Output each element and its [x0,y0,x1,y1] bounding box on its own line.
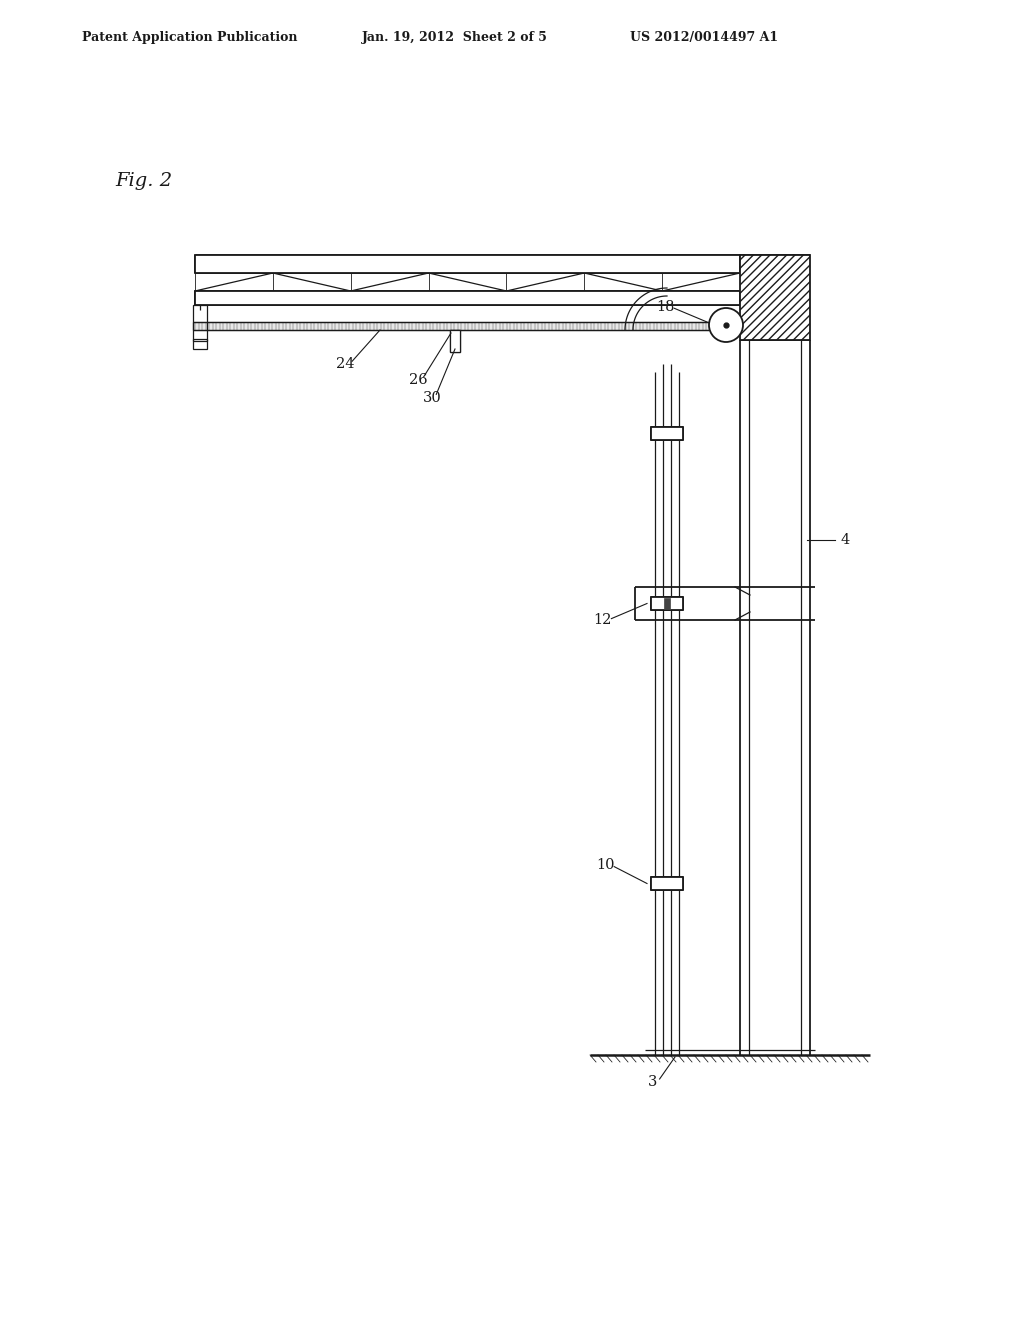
Bar [195,255,740,273]
Bar [651,426,683,440]
Bar [193,322,709,330]
Text: 10: 10 [596,858,614,873]
Bar [193,305,207,341]
Bar [740,255,810,341]
Text: 24: 24 [336,356,354,371]
Circle shape [709,308,743,342]
Bar [651,597,683,610]
Text: 18: 18 [655,300,674,314]
Bar [450,330,460,352]
Text: Fig. 2: Fig. 2 [115,172,172,190]
Bar [193,339,207,348]
Text: 26: 26 [409,374,427,387]
Bar [664,598,670,609]
Text: 30: 30 [423,391,441,405]
Text: US 2012/0014497 A1: US 2012/0014497 A1 [630,30,778,44]
Bar [651,876,683,890]
Text: 4: 4 [841,533,850,546]
Bar [195,290,740,305]
Text: 12: 12 [593,612,611,627]
Text: Patent Application Publication: Patent Application Publication [82,30,298,44]
Text: 3: 3 [648,1074,657,1089]
Text: Jan. 19, 2012  Sheet 2 of 5: Jan. 19, 2012 Sheet 2 of 5 [362,30,548,44]
